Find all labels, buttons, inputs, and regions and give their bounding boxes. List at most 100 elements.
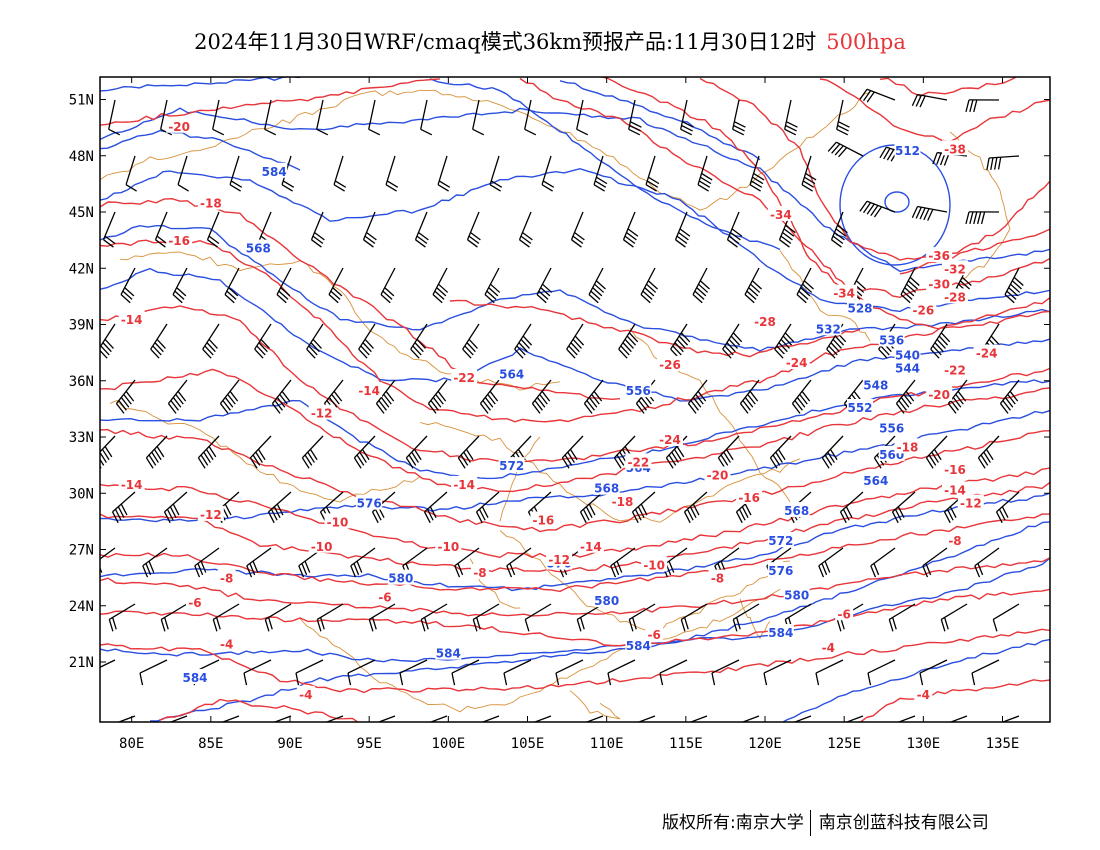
height-contour-label: 584 [436,647,461,661]
wind-barb-feather [593,184,605,192]
wind-barb-staff [414,211,428,240]
wind-barb-feather [591,393,600,405]
wind-barb-feather [164,617,169,630]
wind-barb-feather [775,451,783,463]
wind-barb [202,323,220,359]
wind-barb [867,659,896,686]
temperature-contour-label: -34 [770,208,792,222]
contour-label-bg [356,382,383,398]
temperature-contour-label: -32 [944,262,966,276]
wind-barb-feather [678,231,689,241]
wind-barb-staff [410,323,428,350]
wind-barb-feather [749,390,759,402]
wind-barb-staff [472,99,480,130]
wind-barb-feather [742,400,751,411]
wind-barb-staff [659,659,688,674]
wind-barb [420,99,433,136]
contour-label-bg [894,346,921,362]
wind-barb-feather [995,511,1003,524]
wind-barb-feather [973,211,978,225]
wind-barb-feather [777,448,786,461]
wind-barb-feather [472,619,478,632]
boundary-line [100,89,871,211]
wind-barb [142,547,168,578]
wind-barb-feather [197,457,206,469]
wind-barb-feather [668,560,675,573]
wind-barb [995,491,1020,524]
temperature-contour-label: -16 [168,234,190,248]
wind-barb-staff [628,603,656,620]
wind-barb-staff [836,99,844,130]
contour-label-bg [835,605,854,621]
wind-barb-feather [837,224,848,234]
wind-barb-feather [585,506,593,518]
contour-label-bg [767,205,794,221]
wind-barb-feather [368,128,381,136]
wind-barb-feather [732,619,738,632]
wind-barb-staff [368,603,396,620]
contour-label-bg [767,532,794,548]
wind-barb-feather [905,390,915,402]
wind-barb-feather [680,128,693,136]
contour-label-bg [847,299,873,315]
wind-barb [628,603,656,632]
wind-barb [399,659,428,686]
contour-label-bg [736,489,763,504]
wind-barb-staff [424,491,448,513]
boundary-line [419,422,801,523]
wind-barb-feather [516,345,526,356]
wind-barb-staff [711,659,740,674]
wind-barb-feather [681,124,693,132]
wind-barb-feather [801,390,811,402]
wind-barb-feather [836,619,842,632]
wind-barb-feather [697,184,709,192]
wind-barb-feather [595,280,606,290]
wind-barb [139,659,168,686]
wind-barb-staff [139,659,168,674]
wind-barb-feather [838,147,848,158]
wind-barb-feather [208,235,220,244]
height-contour-label: 528 [847,302,872,316]
title-main: 2024年11月30日WRF/cmaq模式36km预报产品:11月30日12时 [194,30,817,54]
wind-barb-feather [378,400,387,411]
wind-barb-feather [468,235,480,244]
wind-barb-staff [524,99,532,130]
wind-barb-feather [676,338,686,349]
wind-barb-feather [925,457,934,469]
temperature-contour-label: -6 [837,607,850,621]
height-contour-line [100,77,303,92]
wind-barb-feather [747,393,756,405]
wind-barb [870,547,896,578]
boundary-line [109,399,421,503]
wind-barb-feather [249,457,258,469]
wind-barb-staff [821,435,844,459]
wind-barb-feather [977,457,986,469]
height-contour-line [100,167,1050,313]
height-contour-label: 532 [816,322,841,336]
wind-barb-feather [632,617,637,630]
wind-barb-feather [301,457,310,469]
wind-barb-staff [402,547,428,567]
wind-barb-staff [350,547,376,567]
wind-barb-feather [783,228,795,237]
lat-label: 42N [69,261,94,277]
wind-barb [410,323,428,359]
height-contour-label: 584 [182,671,207,685]
wind-barb-feather [163,511,171,524]
contour-label-bg [451,475,478,491]
wind-barb-feather [229,184,241,192]
contour-label-bg [645,625,664,641]
wind-barb-feather [676,235,688,244]
wind-barb-feather [328,294,339,304]
wind-barb-feather [891,511,899,524]
wind-barb [607,659,636,686]
contour-label-bg [926,385,953,401]
wind-barb-feather [855,280,866,290]
lon-label: 95E [357,736,382,752]
wind-barb-feather [148,454,157,466]
wind-barb-feather [837,124,849,132]
wind-barb-feather [923,208,930,221]
wind-barb-staff [576,99,584,130]
wind-barb-staff [224,267,240,295]
wind-barb-feather [873,206,883,218]
